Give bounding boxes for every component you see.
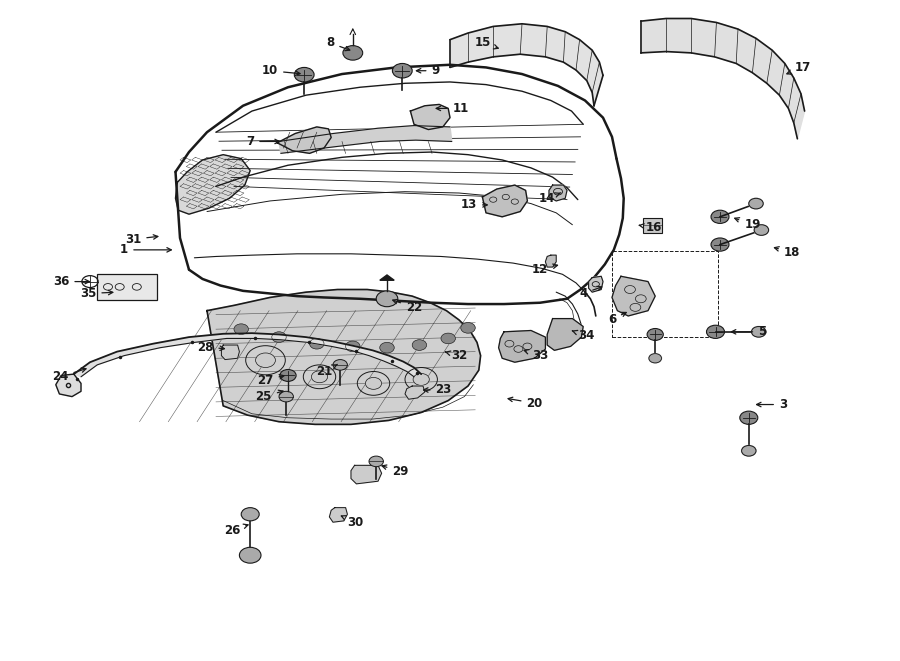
Circle shape — [461, 323, 475, 333]
Text: 12: 12 — [532, 262, 557, 276]
FancyBboxPatch shape — [97, 274, 157, 300]
Text: 15: 15 — [474, 36, 499, 50]
Polygon shape — [329, 508, 347, 522]
Text: 22: 22 — [392, 299, 422, 314]
Polygon shape — [482, 185, 527, 217]
Polygon shape — [545, 255, 556, 267]
Polygon shape — [74, 333, 421, 377]
Polygon shape — [499, 330, 545, 362]
Circle shape — [343, 46, 363, 60]
Text: 35: 35 — [80, 287, 112, 300]
Text: 11: 11 — [436, 102, 469, 115]
Polygon shape — [612, 276, 655, 316]
Circle shape — [740, 411, 758, 424]
Circle shape — [333, 360, 347, 370]
Text: 27: 27 — [257, 373, 284, 387]
Circle shape — [311, 371, 328, 383]
Polygon shape — [547, 319, 583, 350]
Circle shape — [752, 327, 766, 337]
Polygon shape — [380, 275, 394, 280]
Polygon shape — [450, 24, 603, 106]
Text: 1: 1 — [120, 243, 171, 256]
Text: 13: 13 — [461, 198, 487, 212]
Polygon shape — [410, 104, 450, 130]
Text: 5: 5 — [732, 325, 767, 338]
Circle shape — [754, 225, 769, 235]
Polygon shape — [221, 345, 239, 360]
Circle shape — [749, 198, 763, 209]
Polygon shape — [405, 386, 425, 399]
Polygon shape — [549, 185, 567, 201]
Polygon shape — [207, 290, 481, 424]
Text: 23: 23 — [424, 383, 452, 397]
Text: 34: 34 — [572, 329, 594, 342]
Circle shape — [706, 325, 724, 338]
Text: 7: 7 — [246, 135, 279, 148]
Circle shape — [346, 341, 360, 352]
Circle shape — [369, 456, 383, 467]
Text: 8: 8 — [326, 36, 350, 51]
Circle shape — [380, 342, 394, 353]
Text: 18: 18 — [774, 246, 800, 259]
Circle shape — [256, 353, 275, 368]
Circle shape — [711, 238, 729, 251]
Text: 14: 14 — [539, 192, 561, 205]
Circle shape — [742, 446, 756, 456]
Circle shape — [279, 391, 293, 402]
Text: 20: 20 — [508, 397, 543, 410]
Text: 33: 33 — [524, 349, 548, 362]
Circle shape — [376, 291, 398, 307]
Circle shape — [239, 547, 261, 563]
Circle shape — [365, 377, 382, 389]
Bar — [643, 218, 662, 233]
Text: 16: 16 — [639, 221, 662, 234]
Text: 29: 29 — [382, 465, 409, 478]
Text: 3: 3 — [757, 398, 788, 411]
Polygon shape — [589, 276, 603, 292]
Text: 21: 21 — [316, 364, 338, 378]
Polygon shape — [56, 374, 81, 397]
Text: 32: 32 — [446, 349, 467, 362]
Circle shape — [711, 210, 729, 223]
Circle shape — [280, 369, 296, 381]
Polygon shape — [176, 155, 250, 214]
Circle shape — [413, 373, 429, 385]
Text: 4: 4 — [579, 286, 602, 300]
Text: 26: 26 — [224, 524, 248, 537]
Circle shape — [441, 333, 455, 344]
Polygon shape — [641, 19, 805, 139]
Circle shape — [272, 332, 286, 342]
Circle shape — [412, 340, 427, 350]
Polygon shape — [279, 126, 452, 153]
Text: 36: 36 — [53, 275, 89, 288]
Text: 28: 28 — [197, 340, 224, 354]
Text: 31: 31 — [125, 233, 158, 246]
Circle shape — [294, 67, 314, 82]
Text: 25: 25 — [256, 390, 284, 403]
Text: 30: 30 — [341, 516, 364, 529]
Circle shape — [241, 508, 259, 521]
Text: 10: 10 — [262, 64, 300, 77]
Circle shape — [649, 354, 662, 363]
Text: 9: 9 — [417, 64, 440, 77]
Circle shape — [310, 338, 324, 349]
Text: 17: 17 — [787, 61, 811, 74]
Text: 24: 24 — [52, 368, 86, 383]
Circle shape — [647, 329, 663, 340]
Polygon shape — [351, 465, 382, 484]
Text: 19: 19 — [734, 217, 760, 231]
Text: 6: 6 — [608, 313, 626, 326]
Bar — [612, 251, 718, 337]
Polygon shape — [277, 127, 331, 153]
Circle shape — [234, 324, 248, 334]
Circle shape — [392, 63, 412, 78]
